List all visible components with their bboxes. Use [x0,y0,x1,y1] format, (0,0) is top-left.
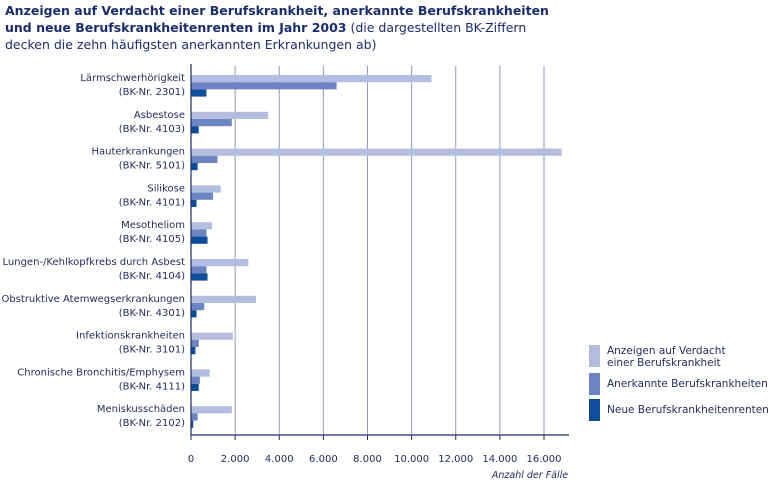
category-label-1: Asbestose [134,110,185,121]
x-tick-label-5: 10.000 [394,454,429,465]
category-code-9: (BK-Nr. 2102) [119,418,185,429]
bar-renten-4 [191,236,208,244]
bar-anzeigen-7 [191,332,233,340]
bar-anerkannt-2 [191,155,218,163]
category-code-3: (BK-Nr. 4101) [119,197,185,208]
bar-anzeigen-9 [191,406,232,414]
bar-anerkannt-3 [191,192,214,200]
category-label-9: Meniskusschäden [97,404,185,415]
bar-renten-7 [191,347,196,355]
legend-swatch-anzeigen [589,345,600,367]
category-label-0: Lärmschwerhörigkeit [80,73,185,84]
bar-anerkannt-7 [191,339,199,347]
bar-anzeigen-1 [191,111,269,119]
category-label-3: Silikose [147,183,185,194]
legend-swatch-anerkannt [589,373,600,395]
bar-anerkannt-9 [191,413,198,421]
bar-renten-9 [191,420,194,428]
bar-anzeigen-4 [191,222,212,230]
bar-anzeigen-2 [191,148,562,156]
bar-anerkannt-5 [191,266,207,274]
category-code-5: (BK-Nr. 4104) [119,271,185,282]
category-code-1: (BK-Nr. 4103) [119,124,185,135]
x-tick-label-3: 6.000 [309,454,338,465]
legend-label-anzeigen-2: einer Berufskrankheit [607,357,721,369]
category-label-6: Obstruktive Atemwegserkrankungen [1,294,185,305]
x-tick-label-7: 14.000 [482,454,517,465]
bar-anerkannt-4 [191,229,207,237]
category-label-7: Infektionskrankheiten [76,331,185,342]
bar-renten-5 [191,273,208,281]
x-tick-label-4: 8.000 [353,454,382,465]
category-code-4: (BK-Nr. 4105) [119,234,185,245]
category-label-8: Chronische Bronchitis/Emphysem [17,367,185,378]
category-code-6: (BK-Nr. 4301) [119,308,185,319]
legend-label-renten: Neue Berufskrankheitenrenten [607,404,769,416]
legend-label-anzeigen-1: Anzeigen auf Verdacht [607,345,726,357]
bar-anzeigen-0 [191,75,432,83]
bar-renten-8 [191,383,199,391]
bar-anzeigen-3 [191,185,221,193]
bar-anzeigen-5 [191,259,249,267]
bar-anzeigen-6 [191,295,257,303]
category-code-8: (BK-Nr. 4111) [119,381,185,392]
x-tick-label-8: 16.000 [527,454,562,465]
legend-swatch-renten [589,399,600,421]
bar-renten-0 [191,89,207,97]
category-code-0: (BK-Nr. 2301) [119,87,185,98]
category-label-2: Hauterkrankungen [91,147,185,158]
bar-renten-2 [191,163,198,171]
x-tick-label-2: 4.000 [265,454,294,465]
legend-label-anerkannt: Anerkannte Berufskrankheiten [607,378,768,390]
chart-title-bold: Anzeigen auf Verdacht einer Berufskrankh… [5,3,549,35]
x-tick-label-1: 2.000 [221,454,250,465]
chart-title-note: (die dargestellten BK-Ziffern decken die… [5,20,527,52]
category-code-7: (BK-Nr. 3101) [119,345,185,356]
category-label-4: Mesotheliom [121,220,185,231]
bar-anerkannt-8 [191,376,200,384]
x-axis-title: Anzahl der Fälle [491,470,568,481]
x-tick-label-6: 12.000 [438,454,473,465]
bar-anerkannt-0 [191,82,337,90]
x-tick-label-0: 0 [188,454,194,465]
bar-anerkannt-1 [191,119,232,127]
category-code-2: (BK-Nr. 5101) [119,161,185,172]
bar-renten-3 [191,199,197,207]
bar-anzeigen-8 [191,369,210,377]
bar-anerkannt-6 [191,303,205,311]
category-label-5: Lungen-/Kehlkopfkrebs durch Asbest [3,257,186,268]
bar-renten-6 [191,310,197,318]
chart-title: Anzeigen auf Verdacht einer Berufskrankh… [5,2,565,53]
bar-renten-1 [191,126,199,134]
